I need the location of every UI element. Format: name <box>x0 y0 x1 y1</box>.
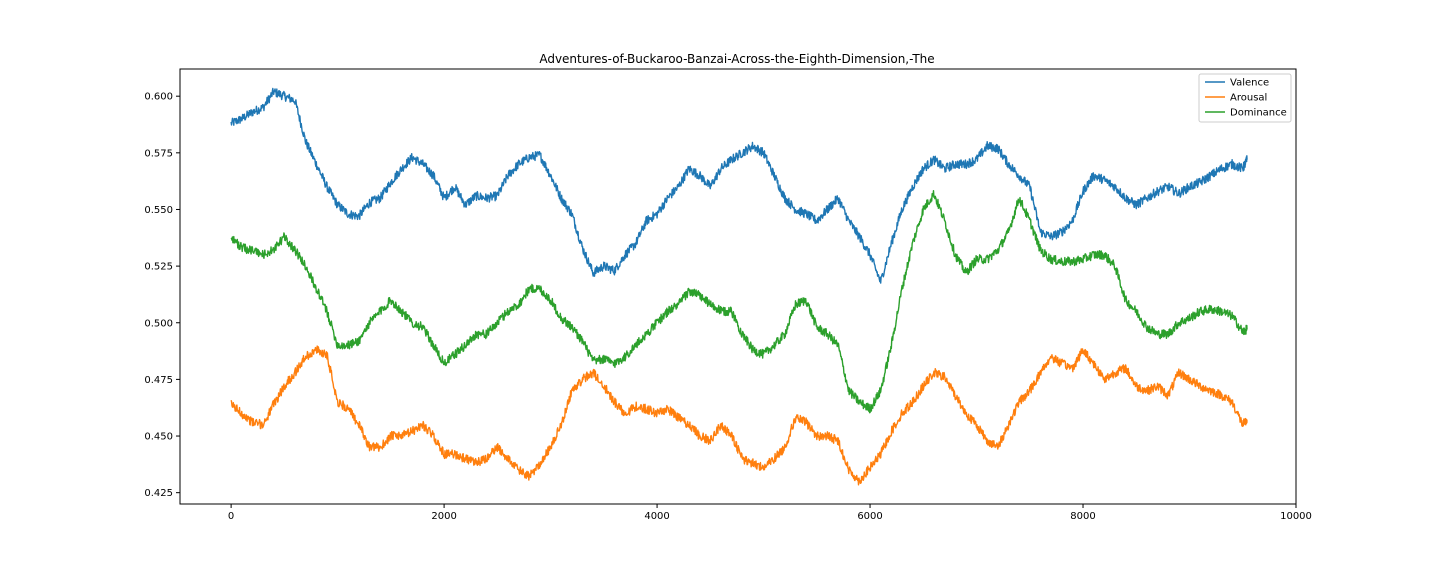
series-line-arousal <box>230 345 1248 486</box>
legend-box <box>1198 73 1292 123</box>
series-line-dominance <box>230 189 1248 414</box>
y-tick-label: 0.575 <box>144 148 173 159</box>
y-tick-label: 0.475 <box>144 375 173 386</box>
x-tick-label: 0 <box>228 511 234 522</box>
legend: Valence Arousal Dominance <box>1198 73 1292 123</box>
x-tick-label: 4000 <box>644 511 669 522</box>
x-axis: 0 2000 4000 6000 8000 10000 <box>228 504 1312 522</box>
y-tick-label: 0.500 <box>144 318 173 329</box>
chart-title: Adventures-of-Buckaroo-Banzai-Across-the… <box>539 52 934 66</box>
y-tick-label: 0.425 <box>144 488 173 499</box>
y-axis: 0.425 0.450 0.475 0.500 0.525 0.550 0.575 0.600 <box>144 92 180 499</box>
series-line-valence <box>230 87 1248 284</box>
x-tick-label: 8000 <box>1070 511 1095 522</box>
y-tick-label: 0.550 <box>144 205 173 216</box>
legend-label: Valence <box>1230 78 1269 89</box>
y-tick-label: 0.450 <box>144 432 173 443</box>
x-tick-label: 2000 <box>431 511 456 522</box>
plot-frame <box>179 68 1297 505</box>
x-tick-label: 10000 <box>1280 511 1312 522</box>
x-tick-label: 6000 <box>857 511 882 522</box>
series-layer <box>230 87 1248 486</box>
legend-label: Arousal <box>1230 93 1267 104</box>
y-tick-label: 0.600 <box>144 92 173 103</box>
legend-label: Dominance <box>1230 108 1287 119</box>
y-tick-label: 0.525 <box>144 262 173 273</box>
